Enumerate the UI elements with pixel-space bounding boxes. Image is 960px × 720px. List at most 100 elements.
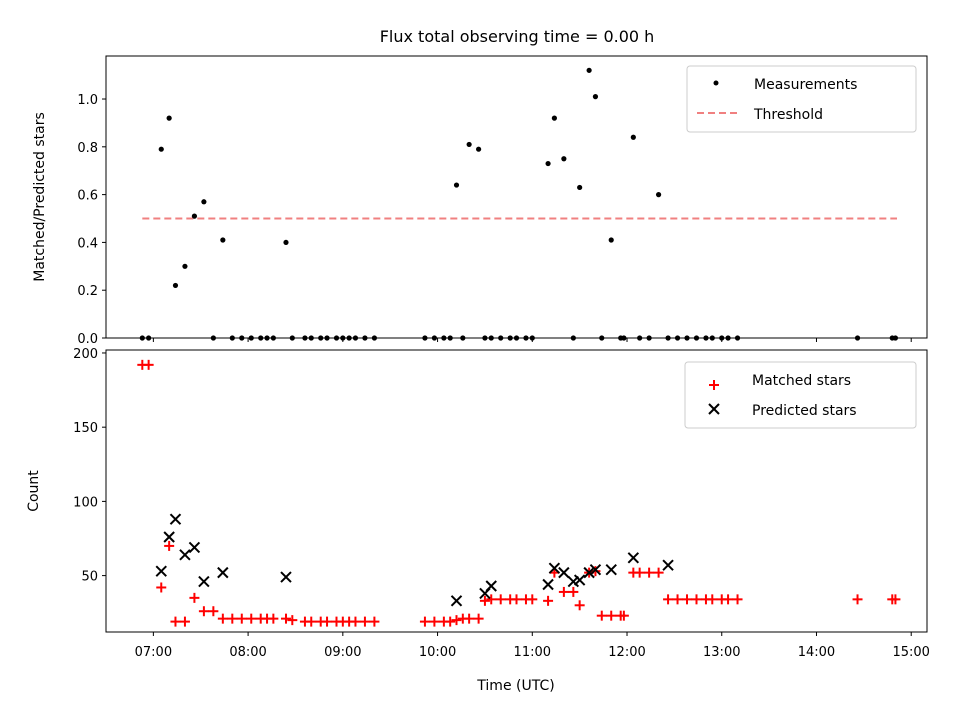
x-axis-label: Time (UTC) (476, 678, 554, 694)
matched-star-point (287, 615, 298, 626)
predicted-star-point (280, 571, 292, 583)
matched-star-point (306, 616, 317, 627)
matched-star-point (672, 594, 683, 605)
measurement-point (466, 141, 472, 148)
matched-star-point (653, 567, 664, 578)
legend-matched-marker (709, 380, 719, 390)
measurement-point (545, 160, 551, 167)
matched-star-point (596, 610, 607, 621)
measurement-point (201, 199, 207, 205)
measurement-point (608, 237, 614, 243)
matched-star-point (527, 594, 538, 605)
x-tick-label: 08:00 (229, 645, 266, 660)
top-y-tick-label: 0.2 (77, 284, 98, 299)
measurement-point (453, 182, 460, 188)
x-tick-label: 14:00 (798, 645, 835, 660)
predicted-star-point (542, 578, 554, 591)
measurement-point (551, 115, 557, 121)
measurement-point (182, 263, 188, 269)
predicted-star-point (485, 580, 497, 592)
measurement-point (655, 192, 662, 198)
matched-star-point (890, 594, 901, 605)
legend-predicted-marker (708, 403, 720, 415)
predicted-star-point (188, 541, 201, 554)
predicted-star-point (179, 549, 191, 561)
x-tick-label: 10:00 (419, 645, 456, 660)
bottom-panel: 50 100 150 200 07:00 08:00 09:00 10:00 11:00 12:… (26, 338, 930, 694)
matched-star-point (486, 594, 497, 605)
matched-star-point (479, 595, 490, 606)
top-axes-frame (105, 55, 928, 339)
matched-star-point (691, 594, 702, 605)
top-y-axis-label: Matched/Predicted stars (32, 112, 48, 282)
matched-star-point (419, 616, 430, 627)
measurement-point (630, 134, 636, 140)
legend-measurements-marker (713, 80, 719, 86)
matched-star-point (723, 594, 734, 605)
matched-star-point (179, 616, 190, 627)
top-legend-frame (686, 65, 917, 133)
x-ticks: 07:00 08:00 09:00 10:00 11:00 12:00 13:00 14:00… (135, 338, 930, 660)
top-panel: 0.0 0.2 0.4 0.6 0.8 1.0 Matched/Predicted sta… (32, 55, 928, 347)
x-tick-label: 07:00 (135, 645, 172, 660)
bottom-axes-frame (105, 349, 928, 633)
matched-star-point (644, 567, 655, 578)
top-legend: Measurements Threshold (686, 65, 917, 133)
predicted-star-point (558, 566, 570, 579)
matched-star-point (164, 540, 175, 551)
matched-star-point (268, 613, 279, 624)
measurement-point (561, 156, 567, 162)
x-tick-label: 13:00 (703, 645, 740, 660)
measurement-point (476, 146, 482, 152)
top-y-tick-label: 0.8 (77, 141, 98, 156)
matched-star-point (217, 613, 228, 624)
matched-star-point (451, 615, 462, 626)
matched-star-point (246, 613, 257, 624)
predicted-star-point (217, 566, 229, 579)
legend-threshold-label: Threshold (753, 107, 823, 123)
matched-star-point (568, 586, 579, 597)
bottom-y-axis-label: Count (26, 470, 42, 512)
predicted-star-point (169, 513, 182, 525)
predicted-star-point (583, 566, 595, 579)
matched-star-point (606, 610, 617, 621)
measurement-point (166, 115, 172, 121)
x-tick-label: 12:00 (608, 645, 645, 660)
top-y-tick-label: 0.4 (77, 236, 98, 251)
matched-star-point (236, 613, 247, 624)
matched-star-point (369, 616, 380, 627)
legend-measurements-label: Measurements (754, 77, 857, 93)
predicted-star-point (163, 531, 175, 543)
matched-star-point (280, 613, 291, 624)
top-y-ticks: 0.0 0.2 0.4 0.6 0.8 1.0 (77, 93, 106, 347)
matched-star-point (511, 594, 522, 605)
predicted-star-point (662, 559, 674, 571)
legend-matched-label: Matched stars (752, 373, 851, 389)
predicted-star-point (155, 565, 167, 577)
top-y-tick-label: 0.0 (77, 332, 98, 347)
matched-star-point (682, 594, 693, 605)
matched-star-point (429, 616, 440, 627)
top-y-tick-label: 0.6 (77, 189, 98, 204)
matched-star-point (322, 616, 333, 627)
predicted-star-point (605, 563, 617, 576)
bottom-y-tick-label: 100 (73, 495, 98, 510)
predicted-star-point (589, 563, 602, 576)
matched-star-point (143, 359, 154, 370)
predicted-star-point (548, 562, 561, 574)
top-y-tick-label: 1.0 (77, 93, 98, 108)
bottom-y-tick-label: 50 (81, 570, 98, 585)
x-tick-label: 09:00 (324, 645, 361, 660)
predicted-star-point (573, 574, 586, 586)
matched-star-point (359, 616, 370, 627)
measurement-point (577, 184, 583, 191)
bottom-y-tick-label: 200 (73, 347, 98, 362)
bottom-legend: Matched stars Predicted stars (684, 361, 917, 429)
legend-predicted-label: Predicted stars (752, 403, 857, 419)
matched-star-point (852, 594, 863, 605)
matched-star-point (473, 613, 484, 624)
matched-star-point (663, 594, 674, 605)
measurement-point (220, 237, 226, 243)
matched-star-point (495, 594, 506, 605)
